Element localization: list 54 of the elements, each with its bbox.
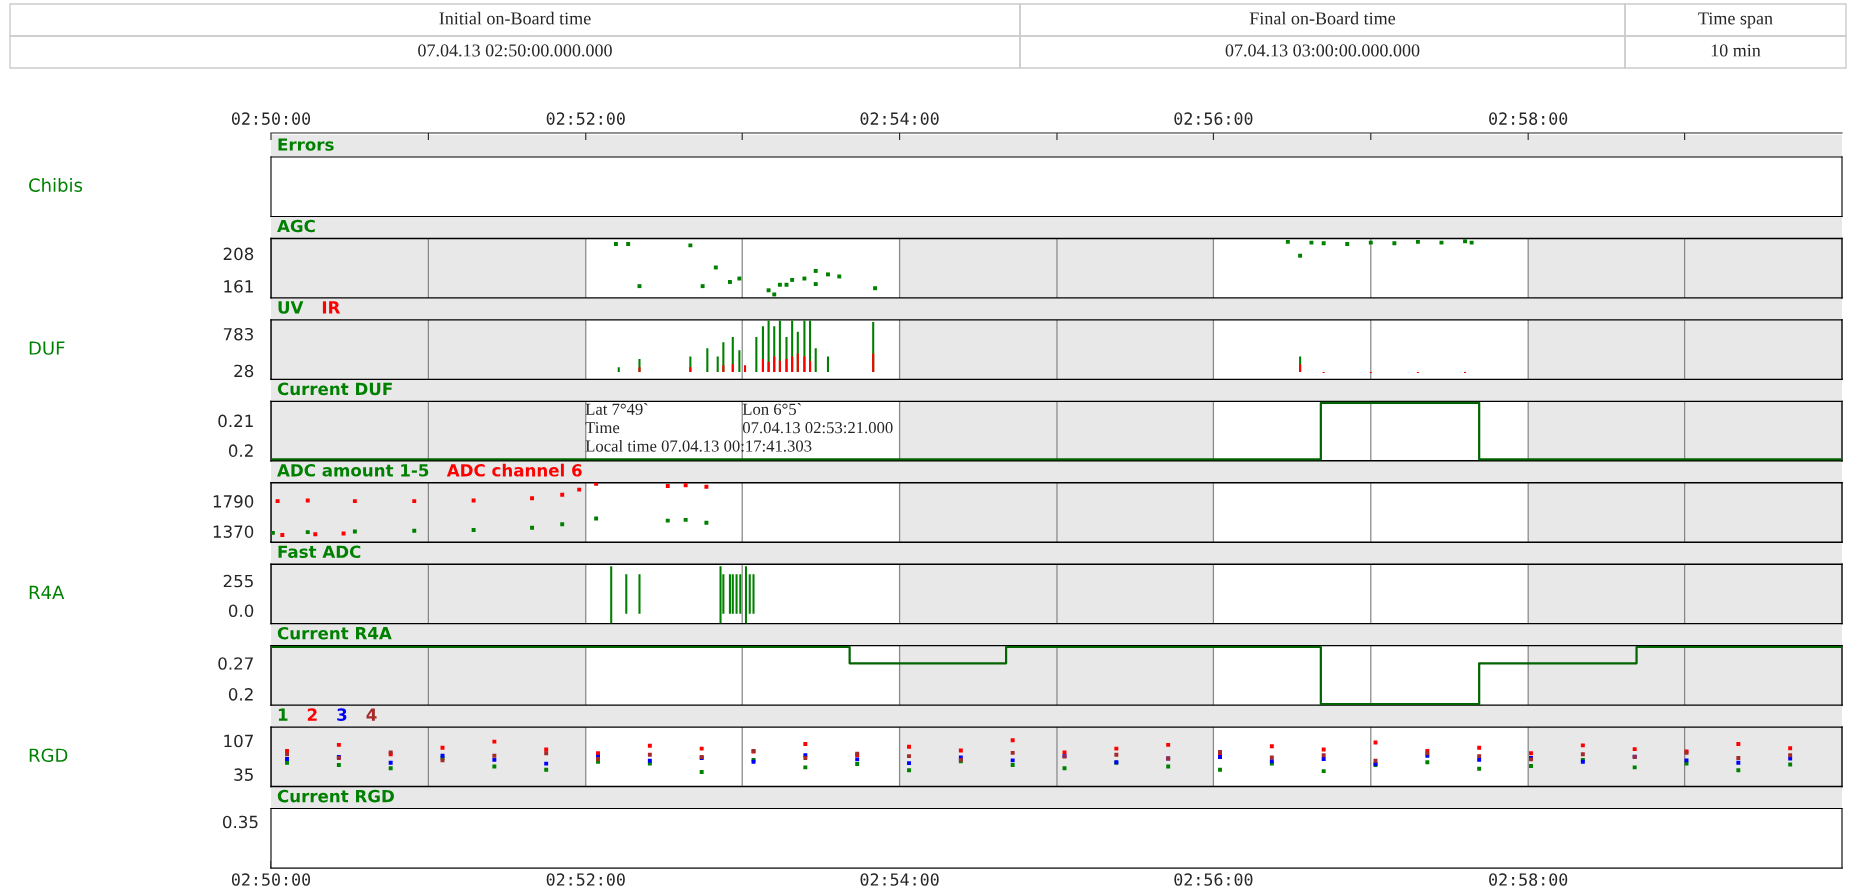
y-tick-label: 0.2	[228, 688, 253, 701]
text: 07.04.13 03:00:00.000.000	[1225, 44, 1420, 57]
x2-tick-label: 02:58:00	[1489, 112, 1568, 125]
y-tick-label: 161	[224, 280, 253, 293]
text: Current RGD	[277, 789, 394, 803]
text: Time span	[1698, 12, 1773, 29]
text: UV	[278, 301, 304, 314]
series-label: 2	[307, 708, 317, 721]
y-tick-label: 0.0	[228, 604, 254, 618]
annotation: Time	[585, 422, 620, 434]
annotation: Local time 07.04.13 00:17:41.303	[585, 439, 812, 452]
text: 1	[278, 708, 288, 721]
y-tick-label: 0.2	[228, 444, 253, 457]
x-tick-label: 02:58:00	[1489, 873, 1568, 886]
y-axis-title: DUF	[29, 341, 65, 355]
y-tick-label: 107	[224, 734, 253, 748]
x2-tick-label: 02:52:00	[546, 112, 625, 125]
text: Initial on-Board time	[439, 11, 591, 25]
y-tick-label: 0.27	[218, 657, 253, 670]
text: Final on-Board time	[1249, 11, 1396, 25]
x2-tick-label: 02:56:00	[1174, 112, 1253, 125]
x-tick-label: 02:54:00	[860, 873, 939, 886]
text: Errors	[278, 138, 334, 151]
series-label: ADC channel 6	[446, 463, 582, 477]
y-tick-label: 255	[223, 574, 253, 588]
text: 10 min	[1711, 44, 1761, 57]
y-tick-label: 208	[223, 247, 254, 261]
text: IR	[322, 301, 341, 314]
x2-tick-label: 02:54:00	[860, 112, 939, 125]
text: 07.04.13 02:50:00.000.000	[418, 44, 612, 57]
chart-title: Current R4A	[277, 626, 392, 640]
x2-tick-label: 02:50:00	[231, 112, 311, 125]
y-tick-label: 28	[234, 364, 254, 378]
text: Chibis	[29, 177, 83, 192]
series-label: 4	[366, 708, 377, 721]
x-tick-label: 02:52:00	[546, 873, 625, 886]
chart-title: AGC	[277, 219, 315, 233]
text: 3	[337, 708, 347, 721]
text: 0.35	[222, 815, 258, 829]
y-axis-title: RGD	[29, 748, 68, 763]
chart-title: Fast ADC	[278, 545, 361, 559]
x-tick-label: 02:50:00	[231, 873, 311, 886]
y-tick-label: 0.21	[218, 414, 253, 428]
annotation: 07.04.13 02:53:21.000	[742, 422, 893, 434]
annotation: Lat 7°49`	[585, 403, 648, 415]
y-axis-title: R4A	[29, 585, 65, 599]
chart-title: Current DUF	[277, 382, 392, 396]
y-tick-label: 1790	[213, 495, 254, 508]
y-tick-label: 1370	[213, 525, 254, 538]
x-tick-label: 02:56:00	[1174, 873, 1253, 886]
text: ADC amount 1-5	[277, 464, 429, 477]
annotation: Lon 6°5`	[742, 403, 801, 415]
y-tick-label: 783	[223, 327, 253, 341]
y-tick-label: 35	[234, 768, 253, 781]
